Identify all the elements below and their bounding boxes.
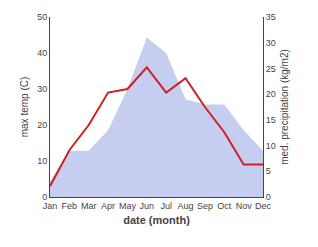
svg-text:Feb: Feb [62,201,78,211]
svg-text:Dec: Dec [255,201,272,211]
svg-text:20: 20 [266,89,276,99]
svg-text:Aug: Aug [178,201,194,211]
svg-text:Jan: Jan [43,201,58,211]
svg-text:Apr: Apr [101,201,115,211]
svg-text:date (month): date (month) [123,214,190,226]
svg-text:Jun: Jun [140,201,155,211]
svg-text:5: 5 [266,166,271,176]
svg-text:May: May [119,201,137,211]
svg-text:10: 10 [37,156,47,166]
svg-text:30: 30 [266,38,276,48]
svg-text:med. precipitation (kg/m2): med. precipitation (kg/m2) [279,49,290,165]
svg-text:50: 50 [37,12,47,22]
svg-text:20: 20 [37,120,47,130]
svg-text:Oct: Oct [217,201,232,211]
svg-text:Nov: Nov [236,201,253,211]
svg-text:Mar: Mar [81,201,97,211]
svg-text:Sep: Sep [197,201,213,211]
svg-text:15: 15 [266,115,276,125]
svg-text:35: 35 [266,12,276,22]
svg-text:0: 0 [42,192,47,202]
svg-text:Jul: Jul [160,201,172,211]
svg-text:0: 0 [266,192,271,202]
svg-text:25: 25 [266,64,276,74]
svg-text:10: 10 [266,141,276,151]
svg-text:30: 30 [37,84,47,94]
svg-text:max temp (C): max temp (C) [19,77,30,138]
svg-text:40: 40 [37,48,47,58]
